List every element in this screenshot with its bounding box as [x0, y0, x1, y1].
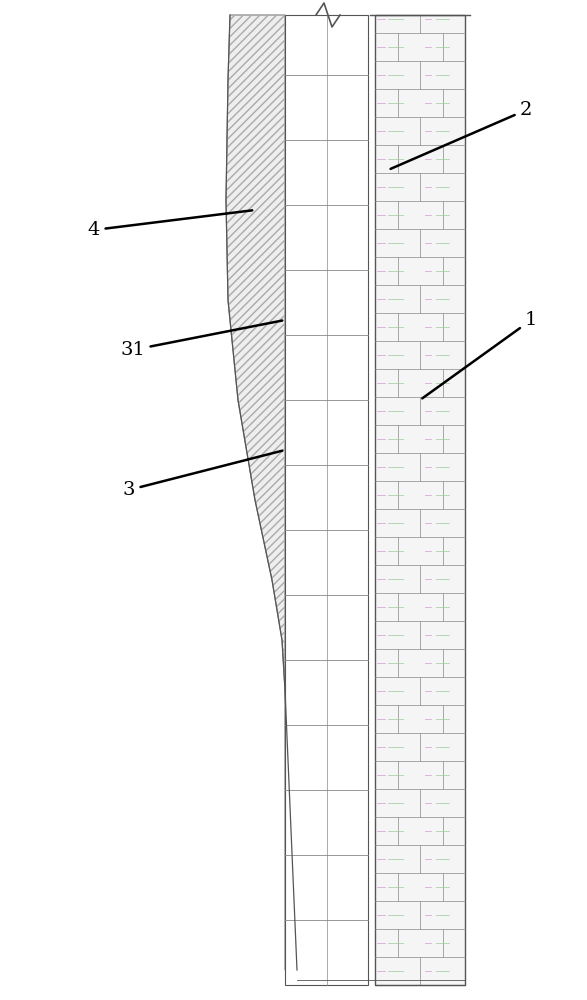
- Text: 31: 31: [120, 321, 282, 359]
- Text: 1: 1: [422, 311, 537, 398]
- Text: 4: 4: [87, 210, 252, 239]
- Bar: [375, 15, 465, 985]
- Bar: [285, 15, 368, 985]
- Text: 2: 2: [390, 101, 532, 169]
- Text: 3: 3: [123, 451, 282, 499]
- Polygon shape: [226, 15, 297, 970]
